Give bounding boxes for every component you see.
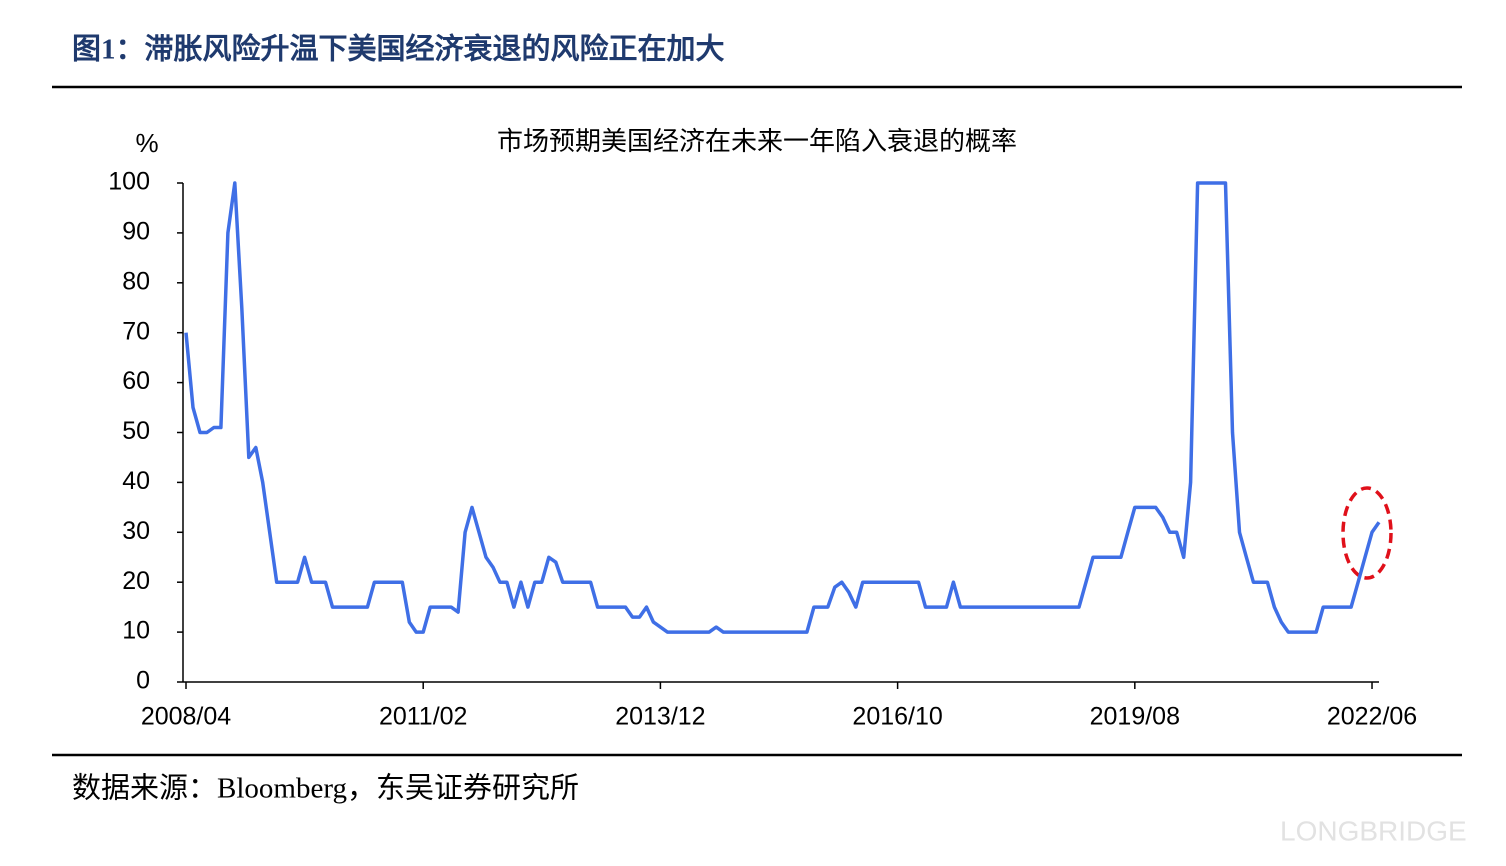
y-tick-label: 30 <box>122 517 150 545</box>
y-tick-label: 50 <box>122 417 150 445</box>
source: 数据来源：Bloomberg，东吴证券研究所 <box>72 772 579 805</box>
y-tick-label: 0 <box>136 667 150 695</box>
x-tick-label: 2011/02 <box>379 703 468 731</box>
figure-title: 图1：滞胀风险升温下美国经济衰退的风险正在加大 <box>72 32 725 66</box>
x-tick-label: 2016/10 <box>852 703 942 731</box>
y-tick-label: 40 <box>122 467 150 495</box>
y-tick-label: 20 <box>122 567 150 595</box>
y-tick-label: 90 <box>122 218 150 246</box>
y-tick-label: 100 <box>108 168 150 196</box>
y-tick-label: 70 <box>122 317 150 345</box>
y-tick-label: 80 <box>122 267 150 295</box>
highlight-ellipse <box>1341 486 1393 580</box>
x-tick-label: 2019/08 <box>1090 703 1180 731</box>
y-tick-label: 10 <box>122 617 150 645</box>
x-tick-label: 2008/04 <box>141 703 231 731</box>
watermark: LONGBRIDGE <box>1280 815 1467 846</box>
y-axis-label: % <box>135 128 158 158</box>
x-tick-label: 2013/12 <box>615 703 705 731</box>
y-tick-label: 60 <box>122 367 150 395</box>
x-tick-label: 2022/06 <box>1327 703 1417 731</box>
chart-title: 市场预期美国经济在未来一年陷入衰退的概率 <box>497 126 1017 156</box>
data-line <box>184 181 1381 634</box>
